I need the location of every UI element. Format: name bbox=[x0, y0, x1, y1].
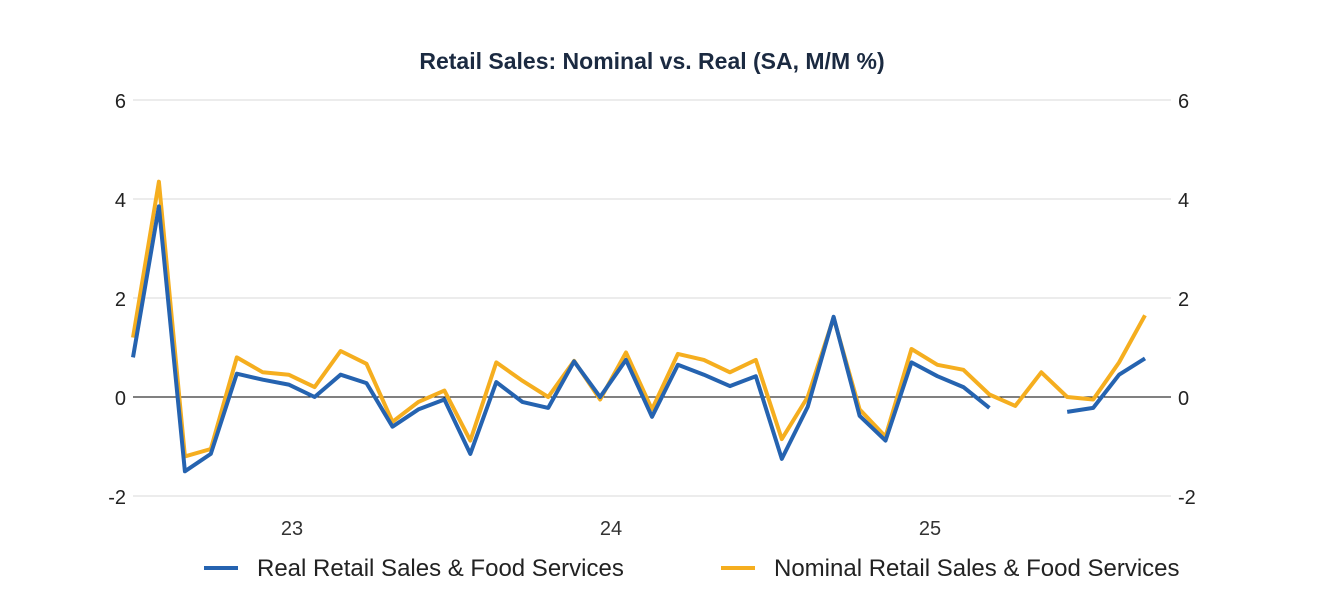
series-line-nominal bbox=[131, 179, 1147, 459]
chart-title: Retail Sales: Nominal vs. Real (SA, M/M … bbox=[419, 48, 884, 74]
legend-label-nominal: Nominal Retail Sales & Food Services bbox=[774, 555, 1180, 582]
x-axis: 23 24 25 bbox=[281, 518, 941, 540]
right-y-tick: -2 bbox=[1178, 487, 1196, 509]
x-tick-label: 23 bbox=[281, 518, 303, 540]
series-line-real bbox=[131, 204, 1147, 474]
x-tick-label: 24 bbox=[600, 518, 622, 540]
left-y-tick: -2 bbox=[108, 487, 126, 509]
left-y-tick: 6 bbox=[115, 91, 126, 113]
left-y-axis: 6 4 2 0 -2 bbox=[108, 91, 126, 509]
right-y-tick: 0 bbox=[1178, 388, 1189, 410]
left-y-tick: 0 bbox=[115, 388, 126, 410]
right-y-axis: 6 4 2 0 -2 bbox=[1178, 91, 1196, 509]
left-y-tick: 4 bbox=[115, 190, 126, 212]
right-y-tick: 6 bbox=[1178, 91, 1189, 113]
series-layer bbox=[131, 179, 1147, 474]
legend-label-real: Real Retail Sales & Food Services bbox=[257, 555, 624, 582]
grid bbox=[133, 99, 1171, 497]
x-tick-label: 25 bbox=[919, 518, 941, 540]
legend: Real Retail Sales & Food Services Nomina… bbox=[204, 555, 1180, 582]
right-y-tick: 2 bbox=[1178, 289, 1189, 311]
right-y-tick: 4 bbox=[1178, 190, 1189, 212]
left-y-tick: 2 bbox=[115, 289, 126, 311]
